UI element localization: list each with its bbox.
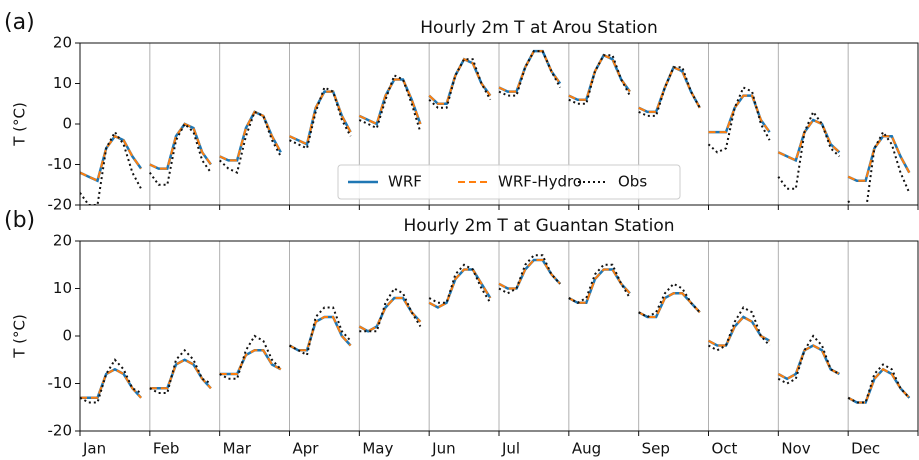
series-line xyxy=(149,358,212,390)
y-axis-label: T (°C) xyxy=(11,102,29,147)
series-line xyxy=(428,263,492,304)
series-line xyxy=(219,334,282,380)
legend-label: WRF-Hydro xyxy=(498,173,582,191)
series-line xyxy=(428,268,492,309)
x-tick-label: Oct xyxy=(712,440,738,458)
legend-label: Obs xyxy=(618,173,647,191)
series-line xyxy=(80,130,142,205)
series-line xyxy=(80,358,142,404)
y-tick-label: -10 xyxy=(48,374,73,392)
series-line xyxy=(289,90,352,146)
series-line xyxy=(568,268,631,304)
series-line xyxy=(777,109,841,190)
x-tick-label: Aug xyxy=(572,440,601,458)
series-line xyxy=(638,282,701,319)
y-tick-label: 10 xyxy=(53,279,72,297)
series-line xyxy=(847,135,911,182)
y-tick-label: 20 xyxy=(53,34,72,52)
series-line xyxy=(358,74,422,133)
y-tick-label: -20 xyxy=(48,196,73,214)
series-line xyxy=(80,368,142,399)
series-line xyxy=(80,134,142,183)
series-line xyxy=(498,254,561,295)
plot-frame xyxy=(79,42,919,206)
x-tick-label: Jul xyxy=(501,440,520,458)
chart-title: Hourly 2m T at Guantan Station xyxy=(403,216,674,236)
series-line xyxy=(568,54,631,105)
series-line xyxy=(149,122,212,170)
series-line xyxy=(428,57,492,105)
x-tick-label: Dec xyxy=(851,440,880,458)
x-tick-label: Mar xyxy=(223,440,252,458)
x-tick-label: Sep xyxy=(642,440,670,458)
series-line xyxy=(358,297,422,333)
y-tick-label: 0 xyxy=(62,327,72,345)
series-line xyxy=(219,110,282,175)
series-line xyxy=(219,110,282,162)
series-line xyxy=(498,50,561,93)
series-line xyxy=(498,259,561,290)
series-line xyxy=(638,292,701,319)
plot-frame xyxy=(79,240,919,432)
series-line xyxy=(708,306,771,352)
series-line xyxy=(289,306,352,357)
chart-title: Hourly 2m T at Arou Station xyxy=(420,18,657,38)
series-line xyxy=(289,86,352,150)
panel-label: (b) xyxy=(4,208,35,233)
y-tick-label: -10 xyxy=(48,155,73,173)
series-line xyxy=(80,367,143,400)
y-tick-label: 0 xyxy=(62,115,72,133)
series-line xyxy=(148,122,212,186)
series-line xyxy=(708,94,771,134)
series-line xyxy=(777,334,840,385)
y-axis-label: T (°C) xyxy=(11,314,29,359)
series-line xyxy=(149,358,212,390)
series-line xyxy=(219,349,282,375)
x-tick-label: Nov xyxy=(781,440,810,458)
series-line xyxy=(149,348,212,394)
series-line xyxy=(288,315,352,352)
panel-label: (a) xyxy=(4,10,35,35)
legend-box xyxy=(337,164,681,200)
x-tick-label: Jan xyxy=(82,440,106,458)
x-tick-label: Feb xyxy=(153,440,180,458)
series-line xyxy=(359,287,422,333)
series-line xyxy=(638,65,701,114)
x-tick-label: May xyxy=(362,440,393,458)
y-tick-label: 20 xyxy=(53,232,72,250)
y-tick-label: -20 xyxy=(48,422,73,440)
series-line xyxy=(568,263,631,304)
series-line xyxy=(638,66,701,117)
series-line xyxy=(777,344,840,381)
series-line xyxy=(777,118,841,162)
series-line xyxy=(847,368,911,404)
series-line xyxy=(777,344,840,380)
series-line xyxy=(498,50,561,97)
y-tick-label: 10 xyxy=(53,74,72,92)
series-line xyxy=(708,315,771,347)
x-tick-label: Apr xyxy=(293,440,320,458)
series-line xyxy=(847,363,911,404)
x-tick-label: Jun xyxy=(431,440,455,458)
legend-label: WRF xyxy=(388,173,422,191)
